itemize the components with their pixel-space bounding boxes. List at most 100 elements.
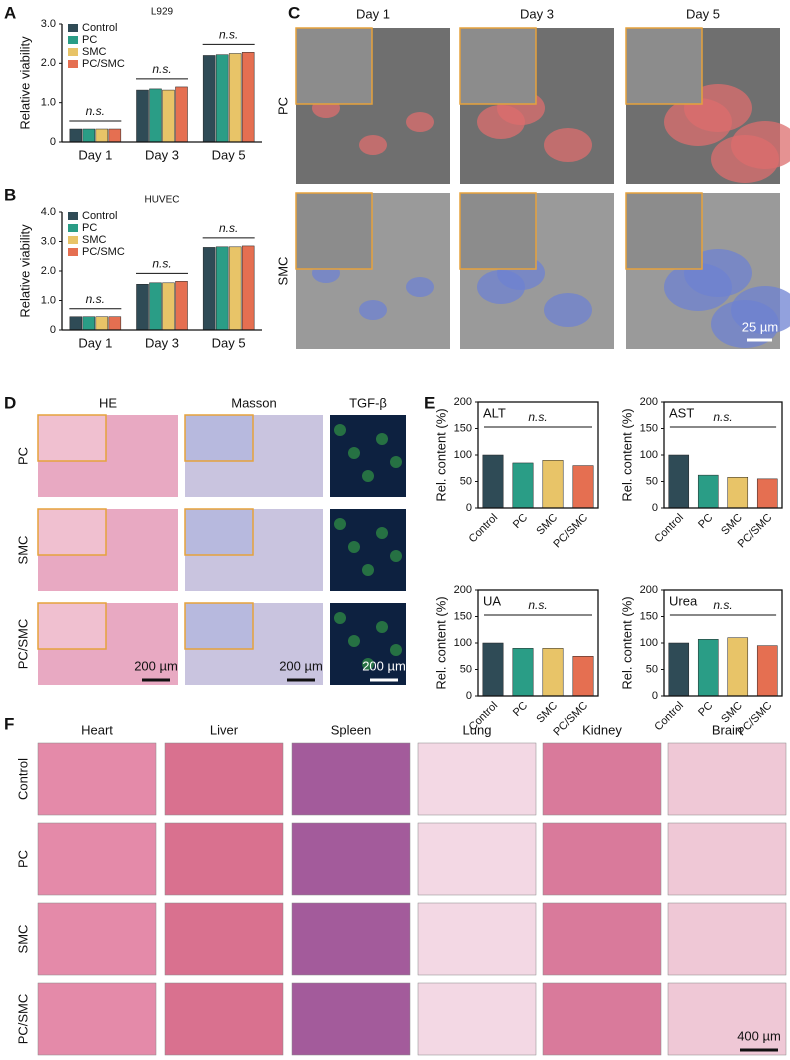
annotation: n.s. [713, 410, 732, 424]
stain [390, 456, 402, 468]
stain [334, 424, 346, 436]
bar [482, 642, 504, 697]
organ-image [667, 902, 787, 976]
column-header: Heart [81, 722, 113, 737]
organ-image [417, 742, 537, 816]
cell-overlay [664, 263, 732, 311]
y-axis-label: Relative viability [17, 36, 32, 130]
bar [241, 52, 255, 143]
y-tick-label: 200 [454, 584, 472, 596]
organ-image [417, 982, 537, 1056]
cell-overlay [406, 112, 434, 132]
bar [215, 246, 229, 331]
y-tick-label: 50 [460, 663, 472, 675]
y-tick-label: 0 [652, 502, 658, 514]
bar [697, 474, 719, 509]
histology-inset [184, 414, 254, 462]
cell-overlay [477, 270, 525, 304]
y-tick-label: 0 [50, 136, 56, 148]
row-label: PC [275, 97, 290, 115]
bar [69, 128, 83, 143]
stain [362, 564, 374, 576]
histology-inset [37, 508, 107, 556]
y-tick-label: 100 [640, 637, 658, 649]
y-tick-label: 100 [640, 449, 658, 461]
bar [175, 281, 188, 331]
bar [697, 639, 719, 697]
row-label: SMC [275, 257, 290, 286]
sem-inset [295, 192, 373, 270]
bar [108, 128, 122, 143]
y-tick-label: 3.0 [41, 235, 56, 247]
plot-frame [663, 401, 783, 509]
organ-image [291, 742, 411, 816]
legend-swatch [68, 236, 78, 244]
panel-label: C [288, 3, 300, 22]
y-tick-label: 0 [652, 690, 658, 702]
bar [149, 282, 162, 331]
annotation: n.s. [219, 27, 238, 41]
legend-label: PC/SMC [82, 58, 125, 70]
column-header: Day 1 [356, 6, 390, 21]
cell-overlay [359, 300, 387, 320]
x-tick-label: Control [652, 512, 686, 546]
bar [512, 462, 534, 509]
y-tick-label: 2.0 [41, 57, 56, 69]
bar [241, 245, 255, 331]
organ-image [417, 902, 537, 976]
bar [108, 316, 122, 331]
bar [136, 89, 149, 143]
x-tick-label: SMC [534, 512, 560, 538]
x-tick-label: Day 5 [212, 335, 246, 350]
legend-label: Control [82, 210, 117, 222]
bar [202, 55, 216, 143]
column-header: HE [99, 395, 117, 410]
legend-swatch [68, 24, 78, 32]
row-label: PC/SMC [15, 994, 30, 1045]
bar [756, 478, 778, 509]
y-tick-label: 100 [454, 449, 472, 461]
column-header: Liver [210, 722, 239, 737]
y-tick-label: 1.0 [41, 294, 56, 306]
scale-bar-label: 400 µm [737, 1028, 781, 1043]
annotation: n.s. [86, 292, 105, 306]
organ-image [37, 742, 157, 816]
x-tick-label: SMC [534, 700, 560, 726]
organ-image [164, 902, 284, 976]
row-label: SMC [15, 536, 30, 565]
x-tick-label: Control [467, 512, 501, 546]
bar [95, 316, 109, 331]
organ-image [542, 742, 662, 816]
row-label: SMC [15, 925, 30, 954]
column-header: Masson [231, 395, 277, 410]
chart-title: UA [483, 593, 501, 608]
histology-inset [184, 602, 254, 650]
y-tick-label: 1.0 [41, 97, 56, 109]
sem-inset [459, 27, 537, 105]
annotation: n.s. [152, 62, 171, 76]
organ-image [667, 982, 787, 1056]
x-tick-label: PC [511, 512, 530, 531]
legend-label: PC [82, 34, 97, 46]
organ-image [164, 982, 284, 1056]
plot-frame [477, 401, 599, 509]
cell-overlay [544, 293, 592, 327]
x-tick-label: Day 5 [212, 147, 246, 162]
x-tick-label: Day 1 [78, 147, 112, 162]
column-header: Kidney [582, 722, 622, 737]
stain [334, 612, 346, 624]
bar [82, 316, 96, 331]
bar [215, 54, 229, 143]
annotation: n.s. [528, 598, 547, 612]
y-tick-label: 0 [466, 502, 472, 514]
organ-image [291, 822, 411, 896]
y-tick-label: 200 [640, 584, 658, 596]
y-tick-label: 3.0 [41, 18, 56, 30]
bar [136, 284, 149, 331]
organ-image [291, 902, 411, 976]
organ-image [542, 902, 662, 976]
x-tick-label: PC [511, 700, 530, 719]
column-header: Day 5 [686, 6, 720, 21]
stain [362, 470, 374, 482]
y-tick-label: 50 [646, 663, 658, 675]
